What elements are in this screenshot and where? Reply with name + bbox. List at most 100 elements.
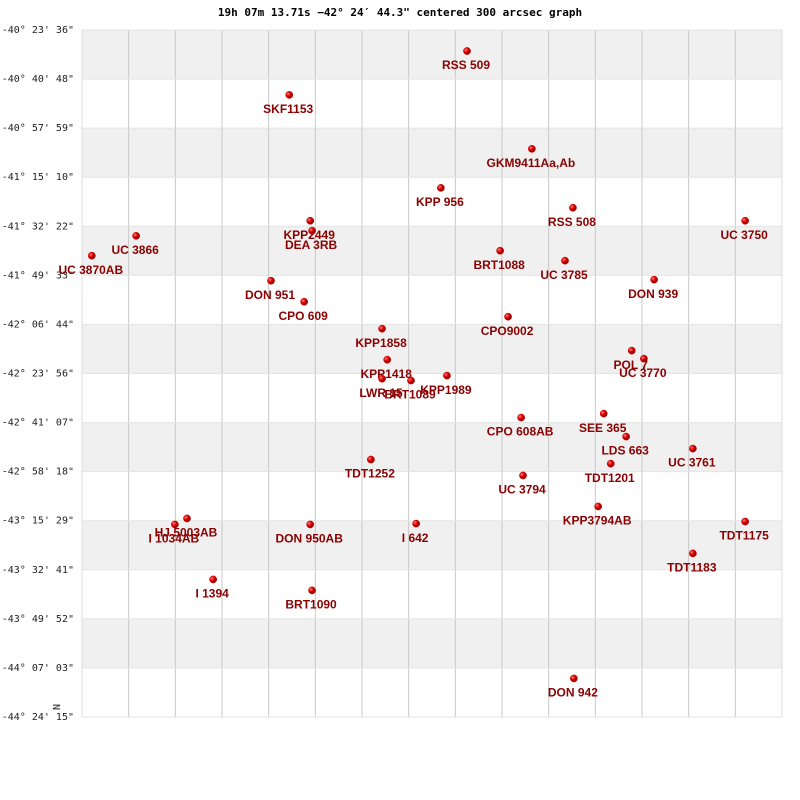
star: [378, 324, 386, 333]
star: [599, 409, 608, 418]
star-label: RSS 508: [548, 215, 596, 229]
band: [82, 520, 782, 570]
star-label: POL 7: [613, 358, 648, 372]
star: [171, 520, 179, 529]
star-label: SEE 365: [579, 421, 627, 435]
band: [82, 30, 782, 80]
star-label: TDT1201: [585, 471, 635, 485]
star-label: CPO9002: [481, 324, 534, 338]
star-label: UC 3866: [111, 243, 159, 257]
star-label: UC 3785: [540, 268, 588, 282]
star: [87, 251, 96, 260]
y-tick-label: -42° 06' 44": [2, 319, 74, 330]
y-tick-label: -41° 49' 33": [2, 270, 74, 281]
band: [82, 618, 782, 668]
star: [606, 459, 615, 468]
star: [285, 91, 294, 99]
star: [437, 184, 445, 192]
star: [689, 549, 697, 558]
star-label: BRT1089: [384, 388, 436, 402]
y-tick-label: -42° 58' 18": [2, 467, 74, 478]
star-label: I 1034AB: [149, 532, 200, 546]
star-label: DON 939: [628, 287, 678, 301]
plot-background: [81, 29, 783, 718]
star: [308, 586, 316, 595]
star: [367, 455, 375, 464]
star: [383, 355, 392, 364]
band: [82, 128, 782, 178]
star: [650, 275, 658, 284]
star-label: UC 3794: [498, 483, 546, 497]
star-label: BRT1088: [473, 258, 525, 272]
star-label: TDT1252: [345, 467, 395, 481]
y-tick-label: -43° 49' 52": [2, 614, 74, 625]
star-label: DEA 3RB: [285, 238, 338, 252]
star: [463, 47, 471, 55]
star-label: KPP3794AB: [563, 514, 632, 528]
north-label: N: [52, 704, 63, 710]
star-label: KPP1989: [420, 383, 472, 397]
y-tick-label: -42° 41' 07": [2, 418, 74, 429]
star: [517, 413, 525, 422]
star: [622, 432, 630, 441]
star: [308, 226, 316, 235]
y-tick-label: -44° 07' 03": [2, 663, 74, 674]
star-label: CPO 608AB: [487, 425, 554, 439]
star-label: UC 3750: [720, 228, 768, 242]
star: [689, 444, 697, 453]
star: [741, 517, 749, 526]
star: [640, 354, 648, 363]
star: [627, 346, 636, 355]
star: [569, 203, 577, 212]
star-label: KPP1418: [361, 367, 413, 381]
star-label: KPP2449: [284, 228, 336, 242]
star-label: I 1394: [195, 587, 229, 601]
star: [570, 674, 578, 683]
star: [378, 374, 386, 383]
star-label: BRT1090: [285, 598, 337, 612]
star: [306, 216, 315, 225]
star-label: LWR 15: [359, 386, 403, 400]
y-tick-label: -40° 40' 48": [2, 74, 74, 85]
star: [443, 371, 451, 380]
star: [132, 231, 140, 240]
star: [496, 246, 504, 255]
star-label: DON 951: [245, 288, 295, 302]
y-tick-label: -41° 15' 10": [2, 172, 74, 183]
star-label: GKM9411Aa,Ab: [487, 156, 576, 170]
star-label: UC 3770: [619, 366, 667, 380]
y-tick-label: -42° 23' 56": [2, 369, 74, 380]
y-tick-label: -41° 32' 22": [2, 221, 74, 232]
star: [209, 575, 217, 584]
star: [412, 519, 420, 528]
star: [741, 216, 749, 225]
star-label: RSS 509: [442, 58, 490, 72]
y-tick-label: -43° 15' 29": [2, 516, 74, 527]
y-tick-label: -44° 24' 15": [2, 712, 74, 723]
star-label: LDS 663: [601, 444, 649, 458]
star-label: CPO 609: [278, 309, 328, 323]
star-label: KPP 956: [416, 195, 464, 209]
star: [183, 514, 191, 523]
star-label: KPP1858: [355, 336, 407, 350]
star: [267, 276, 275, 285]
star-label: DON 942: [548, 686, 598, 700]
star-label: DON 950AB: [276, 532, 344, 546]
y-tick-label: -40° 57' 59": [2, 123, 74, 134]
band: [82, 324, 782, 374]
star-label: SKF1153: [263, 102, 313, 116]
star-label: UC 3870AB: [58, 263, 123, 277]
y-tick-label: -43° 32' 41": [2, 565, 74, 576]
star-label: I 642: [402, 531, 429, 545]
star: [504, 312, 512, 321]
star: [561, 256, 569, 265]
y-tick-label: -40° 23' 36": [2, 25, 74, 36]
star: [300, 297, 308, 306]
star: [528, 144, 536, 153]
star-label: HJ 5003AB: [155, 526, 218, 540]
star-label: UC 3761: [668, 456, 716, 470]
star-label: TDT1175: [719, 529, 769, 543]
star: [594, 502, 602, 511]
star: [407, 376, 415, 385]
